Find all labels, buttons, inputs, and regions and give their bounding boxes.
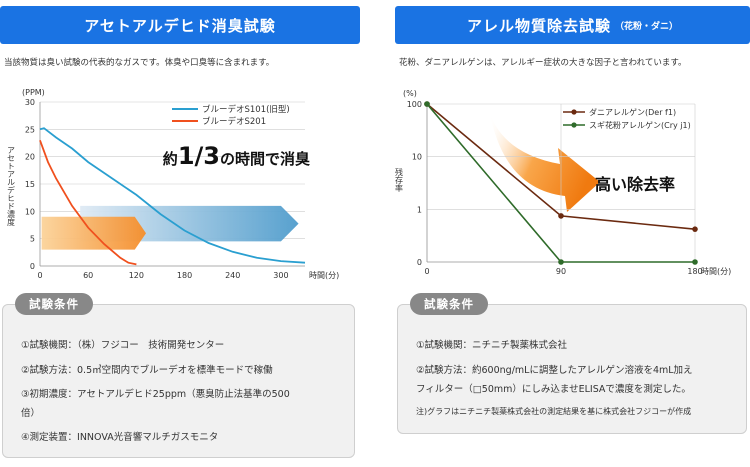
right-title-sub: （花粉・ダニ） (615, 21, 679, 32)
y-tick-label: 1 (417, 205, 422, 214)
y-tick-label: 10 (412, 153, 422, 162)
annotation-fraction: 1/3 (178, 142, 220, 170)
y-axis-label: 残存率 (395, 167, 404, 193)
x-tick-label: 180 (177, 271, 192, 280)
left-title-banner: アセトアルデヒド消臭試験 (0, 6, 360, 44)
legend-label: ブルーデオS201 (202, 116, 266, 127)
y-axis-label: アセトアルデヒド濃度 (7, 146, 16, 227)
annotation-prefix: 約 (163, 150, 178, 168)
right-conditions-box: 試験条件 ①試験機関：ニチニチ製薬株式会社 ②試験方法：約600ng/mLに調整… (397, 293, 747, 434)
y-tick-label: 5 (30, 235, 35, 244)
right-condition-line: フィルター（□50mm）にしみ込ませELISAで濃度を測定した。 (416, 384, 691, 395)
y-tick-label: 100 (407, 100, 422, 109)
y-tick-label: 20 (25, 153, 35, 162)
right-condition-line: ①試験機関：ニチニチ製薬株式会社 (416, 340, 568, 351)
acetaldehyde-test-panel: アセトアルデヒド消臭試験 当該物質は臭い試験の代表的なガスです。体臭や口臭等に含… (0, 0, 360, 467)
right-note: 注)グラフはニチニチ製薬株式会社の測定結果を基に株式会社フジコーが作成 (416, 407, 692, 416)
headline-annotation: 約1/3の時間で消臭 (163, 142, 310, 170)
data-point (558, 259, 564, 265)
left-conditions-tag: 試験条件 (15, 293, 93, 315)
left-condition-line: 倍） (21, 408, 41, 419)
right-description: 花粉、ダニアレルゲンは、アレルギー症状の大きな因子と言われています。 (399, 58, 687, 68)
data-point (692, 259, 698, 265)
x-tick-label: 60 (83, 271, 93, 280)
headline-annotation: 高い除去率 (595, 175, 675, 194)
legend-label: ダニアレルゲン(Der f1) (589, 107, 676, 117)
x-tick-label: 300 (273, 271, 288, 280)
annotation-suffix: の時間で消臭 (220, 150, 310, 168)
x-tick-label: 180 (687, 267, 702, 276)
legend-label: ブルーデオS101(旧型) (202, 104, 290, 115)
x-tick-label: 0 (37, 271, 42, 280)
y-tick-label: 30 (25, 98, 35, 107)
x-tick-label: 0 (424, 267, 429, 276)
data-point (692, 226, 698, 232)
legend-marker (571, 109, 577, 115)
legend-marker (571, 122, 577, 128)
allergen-test-panel: アレル物質除去試験 （花粉・ダニ） 花粉、ダニアレルゲンは、アレルギー症状の大き… (395, 0, 750, 467)
right-title: アレル物質除去試験 (466, 16, 611, 35)
data-point (558, 213, 564, 219)
left-condition-line: ①試験機関：（株）フジコー 技術開発センター (21, 340, 225, 351)
left-condition-line: ④測定装置：INNOVA光音響マルチガスモニタ (21, 432, 219, 443)
data-point (424, 101, 430, 107)
s101-line (39, 127, 306, 264)
left-title: アセトアルデヒド消臭試験 (84, 16, 276, 35)
x-axis-label: 時間(分) (309, 271, 339, 280)
right-title-banner: アレル物質除去試験 （花粉・ダニ） (395, 6, 750, 44)
y-tick-label: 0 (417, 258, 422, 267)
x-tick-label: 240 (225, 271, 240, 280)
y-tick-label: 25 (25, 125, 35, 134)
s201-line (39, 139, 137, 266)
y-tick-label: 10 (25, 207, 35, 216)
x-axis-label: 時間(分) (701, 267, 731, 276)
curved-arrow (490, 114, 600, 212)
y-unit-label: (%) (403, 89, 417, 98)
right-conditions-tag: 試験条件 (410, 293, 488, 315)
left-conditions-box: 試験条件 ①試験機関：（株）フジコー 技術開発センター ②試験方法：0.5㎥空間… (2, 293, 355, 458)
y-unit-label: (PPM) (22, 88, 45, 97)
left-condition-line: ③初期濃度：アセトアルデヒド25ppm（悪臭防止法基準の500 (21, 389, 290, 400)
x-tick-label: 120 (129, 271, 144, 280)
left-description: 当該物質は臭い試験の代表的なガスです。体臭や口臭等に含まれます。 (4, 58, 275, 68)
left-condition-line: ②試験方法：0.5㎥空間内でブルーデオを標準モードで稼働 (21, 365, 273, 376)
allergen-chart: 0 1 10 100 0 90 180 (%) 時間(分) 残存率 ダニアレルゲン(Der f1) ス… (395, 89, 731, 276)
right-condition-line: ②試験方法：約600ng/mLに調整したアレルゲン溶液を4mL加え (416, 365, 693, 376)
legend-label: スギ花粉アレルゲン(Cry j1) (589, 120, 691, 130)
y-tick-label: 0 (30, 262, 35, 271)
y-tick-label: 15 (25, 180, 35, 189)
x-tick-label: 90 (556, 267, 566, 276)
